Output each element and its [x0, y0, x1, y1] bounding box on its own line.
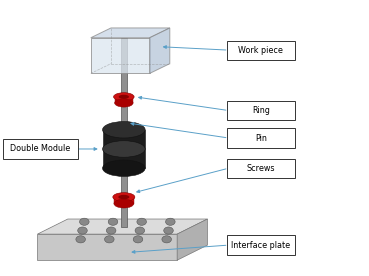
Circle shape: [162, 236, 172, 243]
FancyBboxPatch shape: [227, 128, 295, 148]
FancyBboxPatch shape: [227, 159, 295, 178]
FancyBboxPatch shape: [103, 130, 145, 168]
FancyBboxPatch shape: [227, 101, 295, 120]
FancyBboxPatch shape: [227, 41, 295, 60]
Circle shape: [164, 227, 173, 234]
Circle shape: [133, 236, 143, 243]
Ellipse shape: [114, 199, 134, 208]
Circle shape: [135, 227, 145, 234]
Ellipse shape: [118, 195, 130, 199]
Circle shape: [137, 218, 146, 225]
Text: Work piece: Work piece: [238, 46, 283, 55]
FancyBboxPatch shape: [3, 139, 78, 159]
Ellipse shape: [119, 95, 129, 99]
Polygon shape: [149, 28, 170, 73]
Circle shape: [76, 236, 86, 243]
Polygon shape: [91, 38, 149, 73]
Ellipse shape: [115, 99, 133, 107]
Text: Double Module: Double Module: [10, 144, 70, 153]
Text: Interface plate: Interface plate: [231, 241, 290, 250]
Text: Screws: Screws: [246, 164, 275, 173]
FancyBboxPatch shape: [115, 97, 133, 103]
Circle shape: [78, 227, 87, 234]
Circle shape: [104, 236, 114, 243]
Text: Pin: Pin: [255, 134, 267, 142]
Ellipse shape: [103, 141, 145, 157]
Circle shape: [166, 218, 175, 225]
Polygon shape: [38, 234, 177, 260]
Circle shape: [106, 227, 116, 234]
Circle shape: [80, 218, 89, 225]
FancyBboxPatch shape: [114, 197, 134, 204]
FancyBboxPatch shape: [227, 235, 295, 255]
Polygon shape: [177, 219, 207, 260]
Circle shape: [108, 218, 118, 225]
Ellipse shape: [103, 121, 145, 138]
Ellipse shape: [113, 193, 135, 201]
Polygon shape: [38, 219, 207, 234]
Polygon shape: [91, 28, 170, 38]
Text: Ring: Ring: [252, 106, 270, 115]
Ellipse shape: [114, 93, 134, 101]
Ellipse shape: [103, 160, 145, 176]
FancyBboxPatch shape: [121, 38, 127, 227]
